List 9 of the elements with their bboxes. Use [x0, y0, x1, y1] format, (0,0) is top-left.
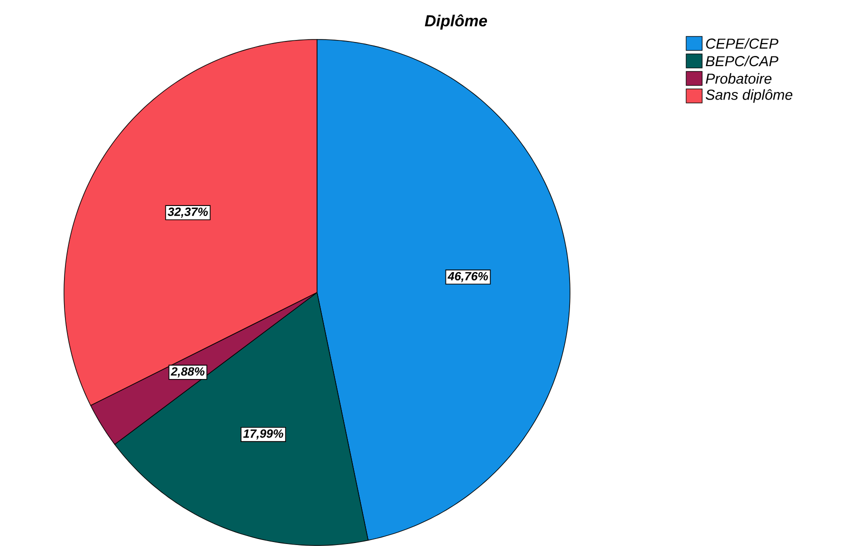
data-label: 46,76%: [448, 272, 488, 282]
data-label: 17,99%: [243, 429, 284, 440]
data-label: 2,88%: [170, 367, 204, 378]
chart-title: Diplôme: [424, 14, 488, 30]
legend-label: Probatoire: [706, 73, 772, 84]
legend-label: BEPC/CAP: [706, 56, 778, 66]
legend-label: Sans diplôme: [706, 89, 792, 103]
data-label: 32,37%: [168, 208, 208, 218]
legend-label: CEPE/CEP: [706, 38, 778, 49]
